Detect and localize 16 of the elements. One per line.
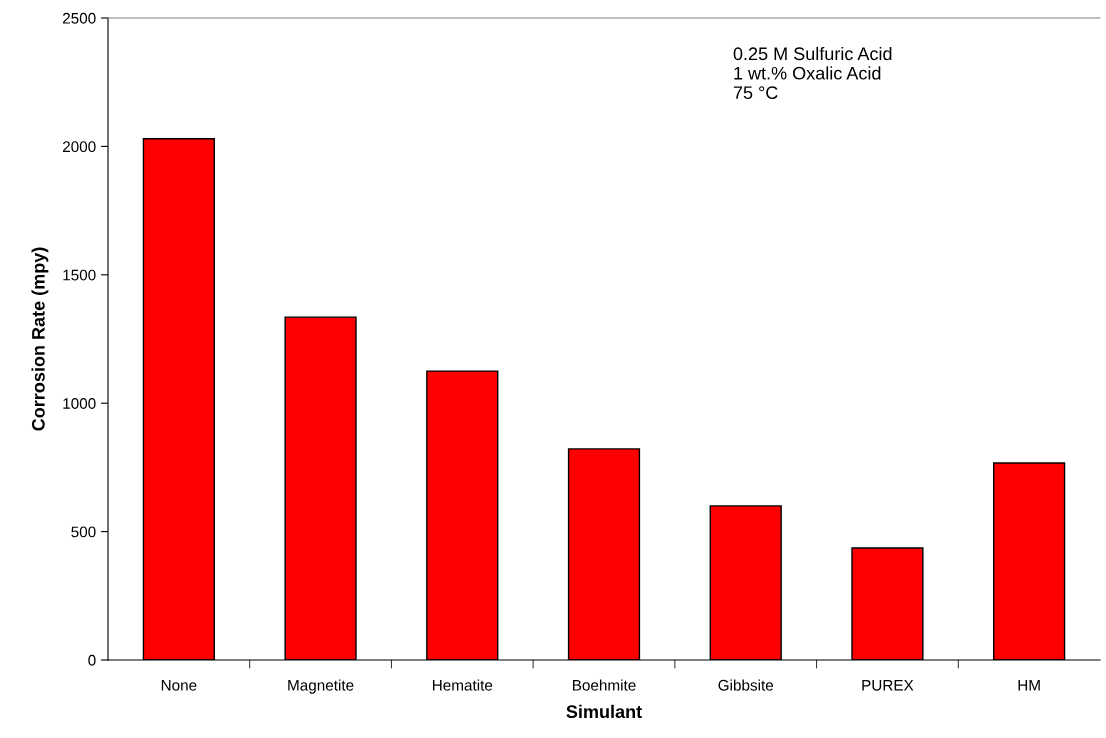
y-tick-label: 2500 <box>62 12 96 24</box>
y-axis-title: Corrosion Rate (mpy) <box>31 247 49 431</box>
y-tick-label: 1500 <box>63 269 96 281</box>
y-tick-label: 2000 <box>62 141 96 153</box>
y-tick-label: 500 <box>71 526 96 538</box>
x-tick-label: HM <box>1018 680 1040 691</box>
x-tick-label: Gibbsite <box>718 679 774 691</box>
x-tick-label: Boehmite <box>572 679 636 691</box>
x-tick-label: Magnetite <box>288 679 354 694</box>
y-tick-label: 1000 <box>63 398 96 409</box>
annotation: 0.25 M Sulfuric Acid 1 wt.% Oxalic Acid 75 °C <box>733 46 892 100</box>
x-tick-label: Hematite <box>432 679 493 691</box>
x-tick-label: None <box>161 680 197 691</box>
x-axis-title: Simulant <box>566 704 642 719</box>
y-tick-label: 0 <box>88 654 96 666</box>
x-tick-label: PUREX <box>862 680 914 691</box>
